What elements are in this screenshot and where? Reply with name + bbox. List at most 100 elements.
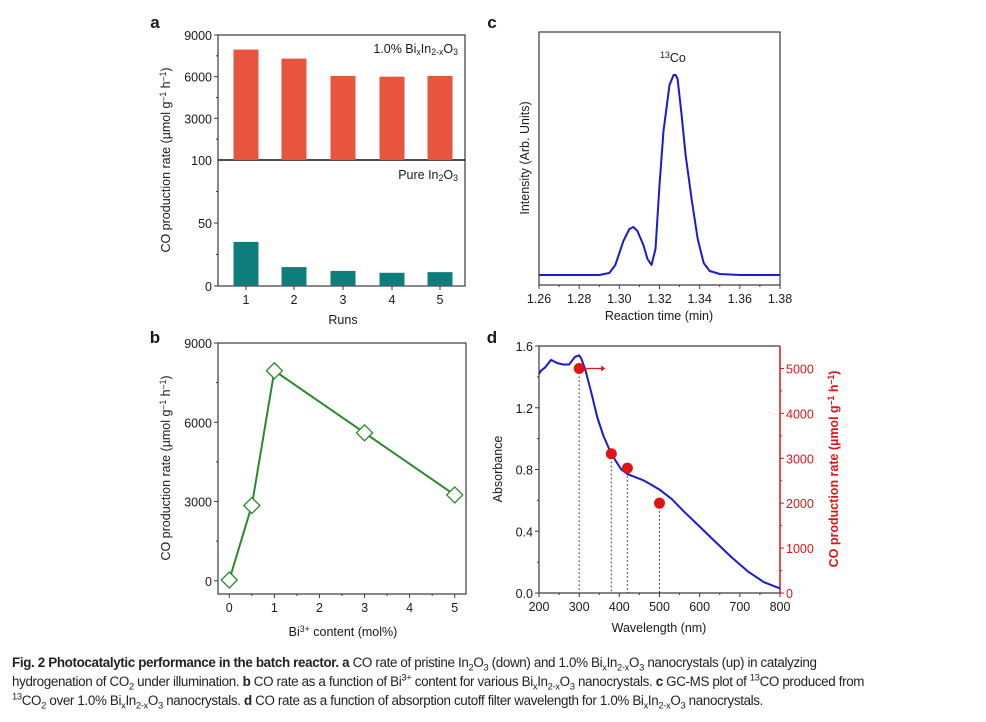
- caption-bold-text: Fig. 2 Photocatalytic performance in the…: [12, 655, 350, 670]
- x-tick-label: 4: [389, 293, 396, 307]
- x-tick-label: 5: [451, 601, 458, 615]
- legend-lower-label: Pure In2O3: [398, 168, 458, 183]
- y2-tick-label: 1000: [786, 542, 814, 556]
- peak-annotation: 13Co: [660, 50, 686, 65]
- x-tick-label: 4: [406, 601, 413, 615]
- bar-lower: [427, 272, 453, 286]
- x-tick-label: 800: [770, 600, 791, 614]
- caption-text: CO rate as a function of Bi3+ content fo…: [250, 672, 656, 692]
- bar-upper: [379, 76, 405, 160]
- bar-lower: [233, 241, 259, 286]
- data-point-diamond: [445, 486, 464, 504]
- y-tick-label: 0.0: [516, 587, 533, 601]
- x-tick-label: 1: [271, 601, 278, 615]
- caption-bold-text: c: [655, 674, 663, 689]
- caption-text: GC-MS plot of 13CO produced from: [662, 672, 865, 689]
- arrow-head-icon: [601, 365, 606, 372]
- co-rate-point: [605, 448, 617, 460]
- caption-line: 13CO2 over 1.0% BixIn2-xO3 nanocrystals.…: [12, 691, 982, 711]
- y-tick-label: 6000: [184, 416, 212, 430]
- bar-upper: [427, 75, 453, 160]
- y-tick-label: 3000: [184, 496, 212, 510]
- y2-tick-label: 0: [786, 587, 793, 601]
- data-point-diamond: [265, 361, 284, 380]
- y-tick-label: 1.6: [516, 340, 533, 354]
- x-tick-label: 5: [437, 293, 444, 307]
- y-tick-label-lower: 50: [198, 217, 212, 231]
- chromatogram-line: [539, 74, 780, 276]
- y-tick-label-upper: 3000: [184, 112, 212, 126]
- plot-frame-b: [217, 342, 467, 595]
- y-tick-label: 1.2: [516, 402, 533, 416]
- x-tick-label: 600: [689, 600, 710, 614]
- caption-bold-text: b: [242, 674, 251, 689]
- caption-text: CO rate as a function of absorption cuto…: [251, 693, 764, 711]
- bar-lower: [281, 267, 307, 286]
- y-tick-label-lower: 0: [205, 280, 212, 294]
- bar-upper: [281, 58, 307, 160]
- x-tick-label: 400: [609, 600, 630, 614]
- x-tick-label: 700: [729, 600, 750, 614]
- x-axis-label: Bi3+ content (mol%): [289, 624, 398, 639]
- x-tick-label: 1.34: [687, 292, 711, 306]
- caption-text: hydrogenation of CO2 under illumination.: [12, 674, 243, 692]
- x-tick-label: 1.28: [567, 292, 591, 306]
- x-tick-label: 3: [340, 293, 347, 307]
- data-point-diamond: [220, 571, 239, 589]
- x-tick-label: 300: [569, 600, 590, 614]
- x-tick-label: 1.26: [527, 292, 551, 306]
- x-axis-label: Wavelength (nm): [612, 621, 707, 635]
- y2-axis-label: CO production rate (µmol g–1 h–1): [826, 371, 841, 568]
- x-tick-label: 1.36: [728, 292, 752, 306]
- caption-line: hydrogenation of CO2 under illumination.…: [12, 672, 982, 692]
- y2-tick-label: 4000: [786, 407, 814, 421]
- x-tick-label: 3: [361, 601, 368, 615]
- y-axis-label: CO production rate (µmol g–1 h–1): [158, 67, 173, 252]
- x-tick-label: 2: [291, 293, 298, 307]
- y2-tick-label: 5000: [786, 362, 814, 376]
- y-axis-label: CO production rate (µmol g–1 h–1): [158, 375, 173, 560]
- bar-upper: [233, 49, 259, 161]
- caption-text: CO rate of pristine In2O3 (down) and 1.0…: [349, 655, 817, 673]
- y-tick-label: 0.4: [516, 525, 533, 539]
- data-line: [228, 369, 456, 581]
- x-tick-label: 1.30: [607, 292, 631, 306]
- co-rate-point: [654, 497, 665, 509]
- x-tick-label: 500: [649, 600, 670, 614]
- panel-label-a: a: [150, 13, 160, 32]
- x-axis-label: Reaction time (min): [605, 309, 713, 323]
- figure-caption: Fig. 2 Photocatalytic performance in the…: [12, 653, 982, 710]
- x-tick-label: 0: [226, 601, 233, 615]
- y-tick-label: 0: [205, 575, 212, 589]
- panel-label-b: b: [150, 328, 160, 347]
- plot-frame-c: [538, 31, 781, 286]
- y-axis-label: Intensity (Arb. Units): [518, 101, 532, 214]
- y-tick-label-upper: 100: [191, 154, 212, 168]
- bar-lower: [379, 272, 405, 286]
- panel-label-c: c: [487, 13, 496, 32]
- data-point-diamond: [242, 496, 261, 515]
- y-tick-label-upper: 9000: [184, 29, 212, 43]
- y-tick-label: 0.8: [516, 464, 533, 478]
- x-tick-label: 1.32: [647, 292, 671, 306]
- y2-tick-label: 2000: [786, 497, 814, 511]
- panel-label-d: d: [487, 328, 497, 347]
- y-tick-label-upper: 6000: [184, 71, 212, 85]
- x-tick-label: 1.38: [768, 292, 792, 306]
- y2-tick-label: 3000: [786, 452, 814, 466]
- co-rate-point: [621, 462, 633, 474]
- x-tick-label: 200: [529, 600, 550, 614]
- x-tick-label: 2: [316, 601, 323, 615]
- caption-bold-text: d: [243, 693, 252, 708]
- bar-upper: [330, 75, 356, 160]
- caption-line: Fig. 2 Photocatalytic performance in the…: [12, 653, 982, 672]
- caption-text: 13CO2 over 1.0% BixIn2-xO3 nanocrystals.: [12, 691, 244, 711]
- absorbance-line: [538, 354, 781, 590]
- x-tick-label: 1: [243, 293, 250, 307]
- legend-upper-label: 1.0% BixIn2-xO3: [373, 42, 458, 57]
- bar-lower: [330, 270, 356, 286]
- data-point-diamond: [355, 423, 374, 442]
- x-axis-label: Runs: [328, 313, 357, 327]
- y-axis-label: Absorbance: [491, 436, 505, 503]
